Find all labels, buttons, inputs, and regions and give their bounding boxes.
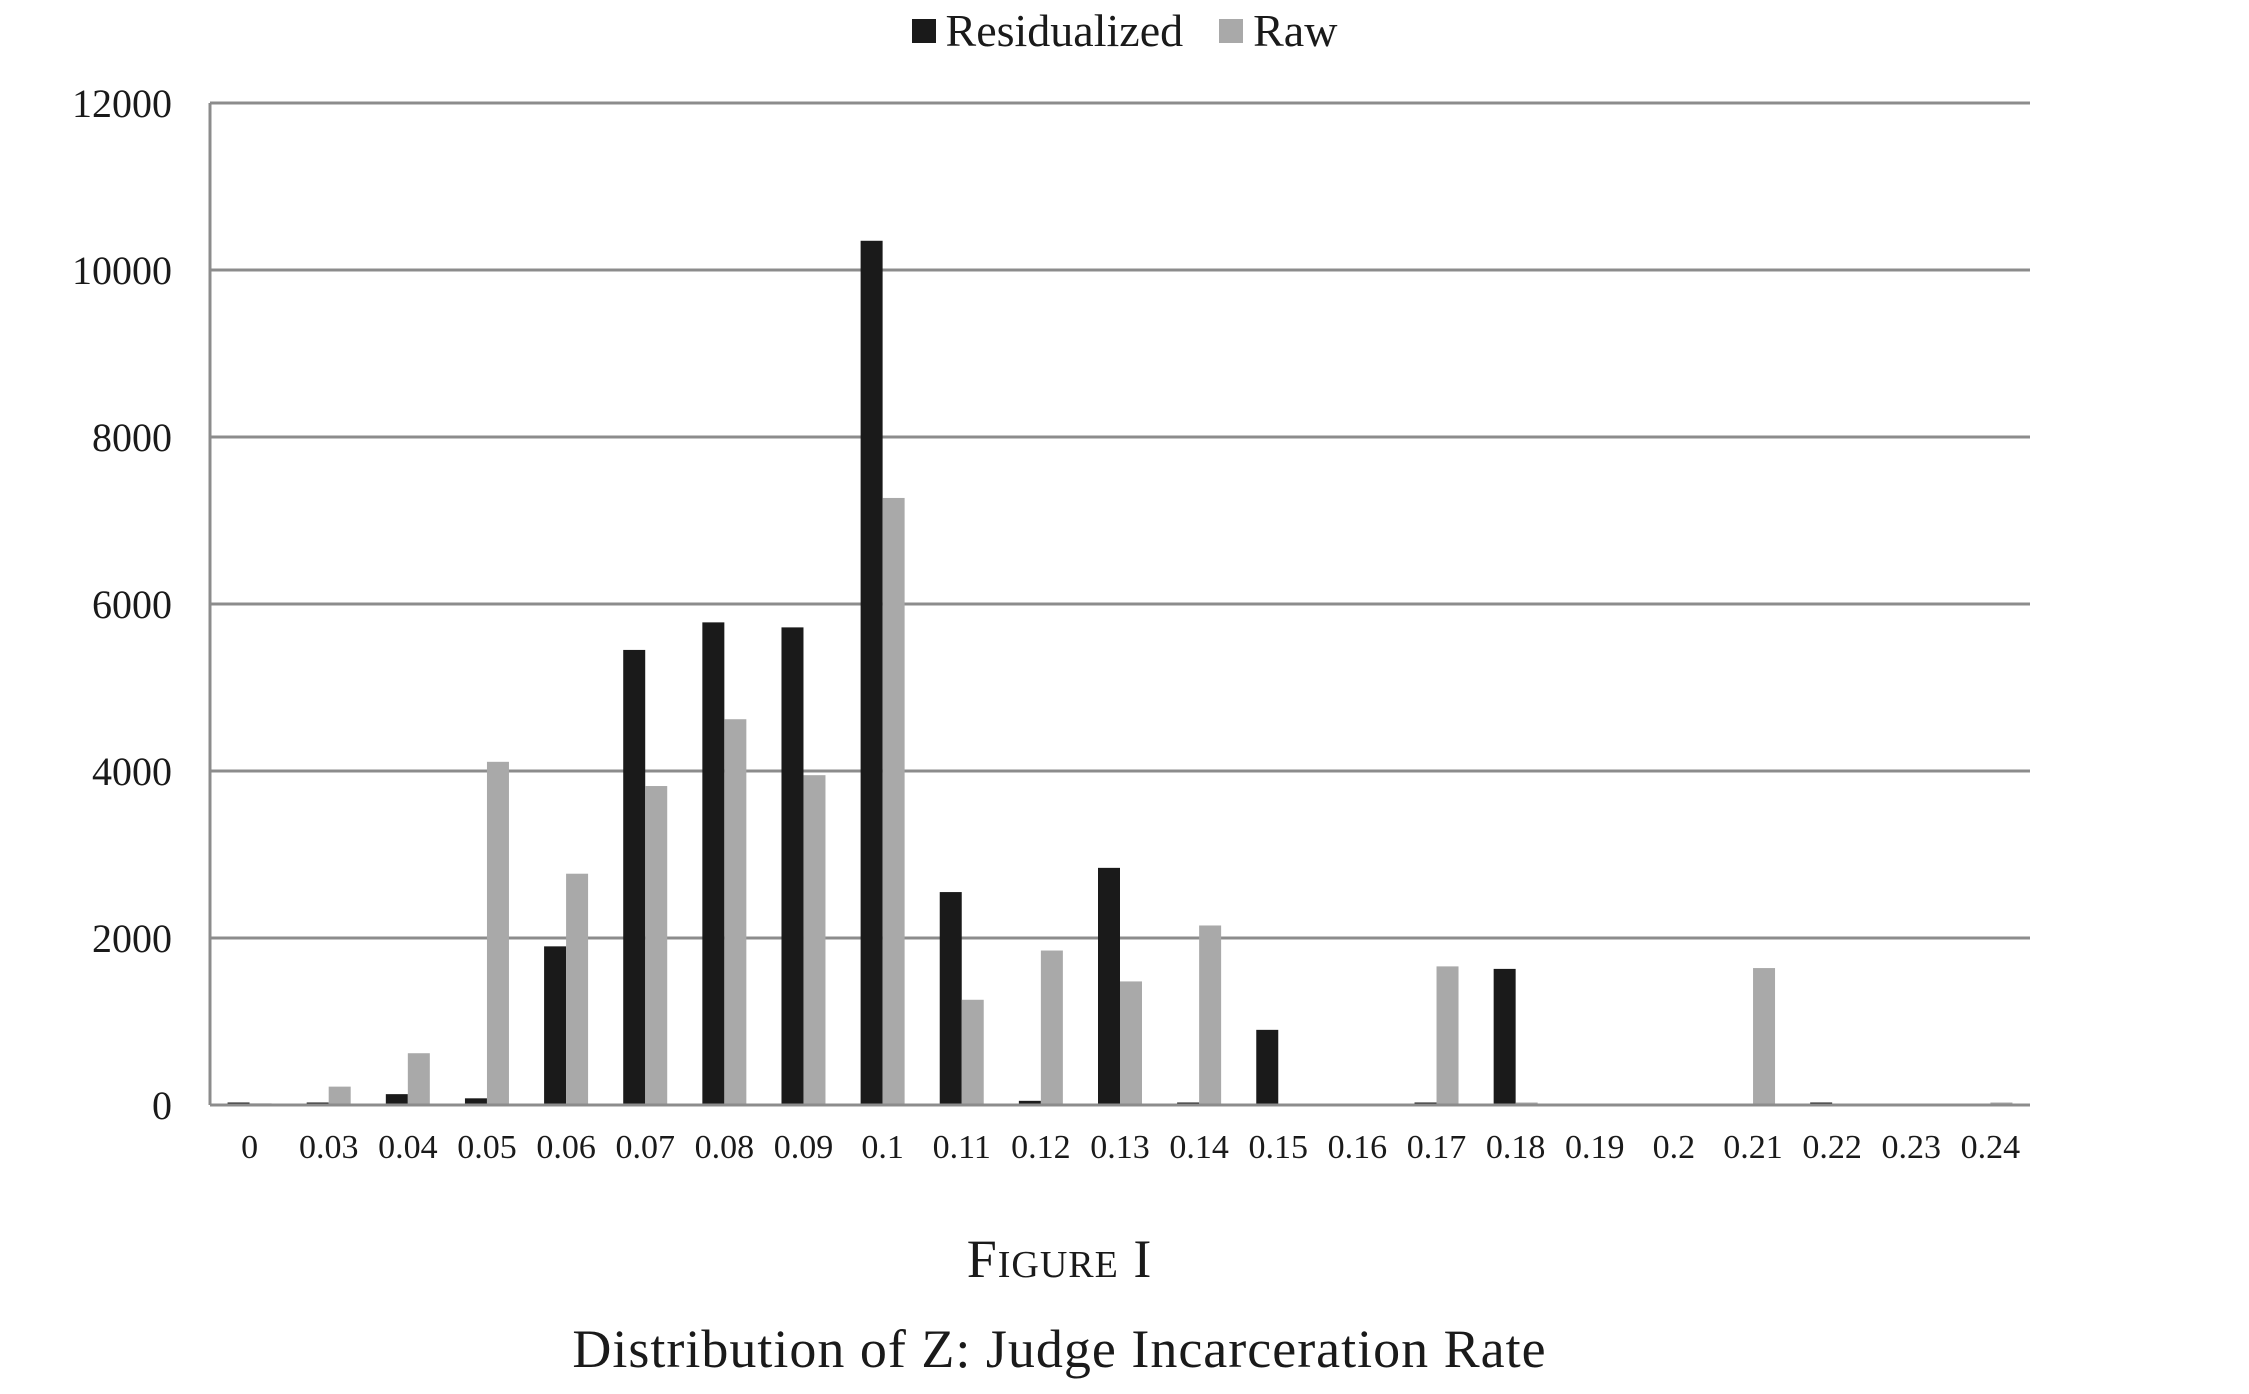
bar-residualized-0.07 bbox=[623, 649, 646, 1105]
bar-residualized-0.18 bbox=[1493, 968, 1516, 1105]
x-tick-label: 0.23 bbox=[1882, 1129, 1942, 1166]
bar-residualized-0.08 bbox=[702, 622, 725, 1105]
y-tick-label: 2000 bbox=[92, 916, 172, 961]
y-tick-label: 4000 bbox=[92, 749, 172, 794]
bar-raw-0.08 bbox=[724, 719, 747, 1105]
bar-residualized-0.06 bbox=[544, 946, 567, 1105]
bar-residualized-0.05 bbox=[464, 1098, 487, 1105]
x-tick-label: 0.11 bbox=[933, 1129, 991, 1166]
x-tick-label: 0.1 bbox=[861, 1129, 904, 1166]
bar-raw-0.06 bbox=[566, 873, 589, 1105]
x-tick-label: 0.03 bbox=[299, 1129, 359, 1166]
legend-swatch-raw bbox=[1219, 18, 1244, 43]
x-tick-label: 0 bbox=[241, 1129, 258, 1166]
bar-raw-0.14 bbox=[1199, 925, 1222, 1105]
bar-raw-0.09 bbox=[803, 775, 826, 1105]
bar-residualized-0.11 bbox=[939, 892, 962, 1105]
bar-residualized-0.04 bbox=[385, 1094, 408, 1105]
x-tick-label: 0.22 bbox=[1802, 1129, 1862, 1166]
legend-entry-residualized: Residualized bbox=[911, 4, 1184, 57]
bar-residualized-0.15 bbox=[1256, 1029, 1279, 1105]
x-tick-label: 0.06 bbox=[536, 1129, 596, 1166]
bar-residualized-0.12 bbox=[1018, 1100, 1041, 1105]
x-tick-label: 0.09 bbox=[774, 1129, 834, 1166]
bar-raw-0.03 bbox=[328, 1086, 351, 1105]
bar-residualized-0.1 bbox=[860, 240, 883, 1105]
bar-raw-0.12 bbox=[1040, 950, 1063, 1105]
y-tick-label: 8000 bbox=[92, 415, 172, 460]
x-tick-label: 0.07 bbox=[615, 1129, 675, 1166]
x-tick-label: 0.18 bbox=[1486, 1129, 1546, 1166]
x-tick-label: 0.17 bbox=[1407, 1129, 1467, 1166]
x-tick-label: 0.13 bbox=[1090, 1129, 1150, 1166]
chart-legend: Residualized Raw bbox=[0, 4, 2249, 57]
legend-swatch-residualized bbox=[911, 18, 936, 43]
bar-residualized-0.09 bbox=[781, 627, 804, 1105]
x-tick-label: 0.24 bbox=[1961, 1129, 2021, 1166]
y-tick-label: 12000 bbox=[72, 81, 172, 126]
x-tick-label: 0.04 bbox=[378, 1129, 438, 1166]
x-tick-label: 0.12 bbox=[1011, 1129, 1071, 1166]
bar-raw-0.13 bbox=[1120, 981, 1142, 1105]
bar-raw-0.17 bbox=[1436, 966, 1459, 1105]
bar-raw-0.21 bbox=[1753, 968, 1776, 1105]
legend-entry-raw: Raw bbox=[1219, 4, 1337, 57]
bar-raw-0.05 bbox=[486, 761, 509, 1105]
x-tick-label: 0.05 bbox=[457, 1129, 517, 1166]
figure-title: Distribution of Z: Judge Incarceration R… bbox=[572, 1319, 1547, 1379]
y-tick-label: 10000 bbox=[72, 248, 172, 293]
y-tick-label: 6000 bbox=[92, 582, 172, 627]
bar-raw-0.07 bbox=[645, 786, 668, 1105]
legend-label-raw: Raw bbox=[1253, 5, 1338, 56]
x-tick-label: 0.19 bbox=[1565, 1129, 1625, 1166]
bar-raw-0.11 bbox=[961, 999, 984, 1105]
x-tick-label: 0.21 bbox=[1723, 1129, 1783, 1166]
bar-raw-0.04 bbox=[407, 1053, 430, 1105]
legend-label-residualized: Residualized bbox=[945, 5, 1184, 56]
y-tick-label: 0 bbox=[152, 1083, 172, 1128]
x-tick-label: 0.15 bbox=[1249, 1129, 1309, 1166]
x-tick-label: 0.2 bbox=[1653, 1129, 1696, 1166]
bar-raw-0.1 bbox=[882, 497, 905, 1106]
figure-label: Figure I bbox=[966, 1229, 1153, 1289]
bar-residualized-0.13 bbox=[1098, 867, 1120, 1105]
x-tick-label: 0.16 bbox=[1328, 1129, 1388, 1166]
x-tick-label: 0.14 bbox=[1169, 1129, 1229, 1166]
bar-chart: 0 2000 4000 6000 8000 10000 12000 0 0.03 0.04 0.05… bbox=[72, 81, 2030, 1166]
x-tick-label: 0.08 bbox=[695, 1129, 755, 1166]
